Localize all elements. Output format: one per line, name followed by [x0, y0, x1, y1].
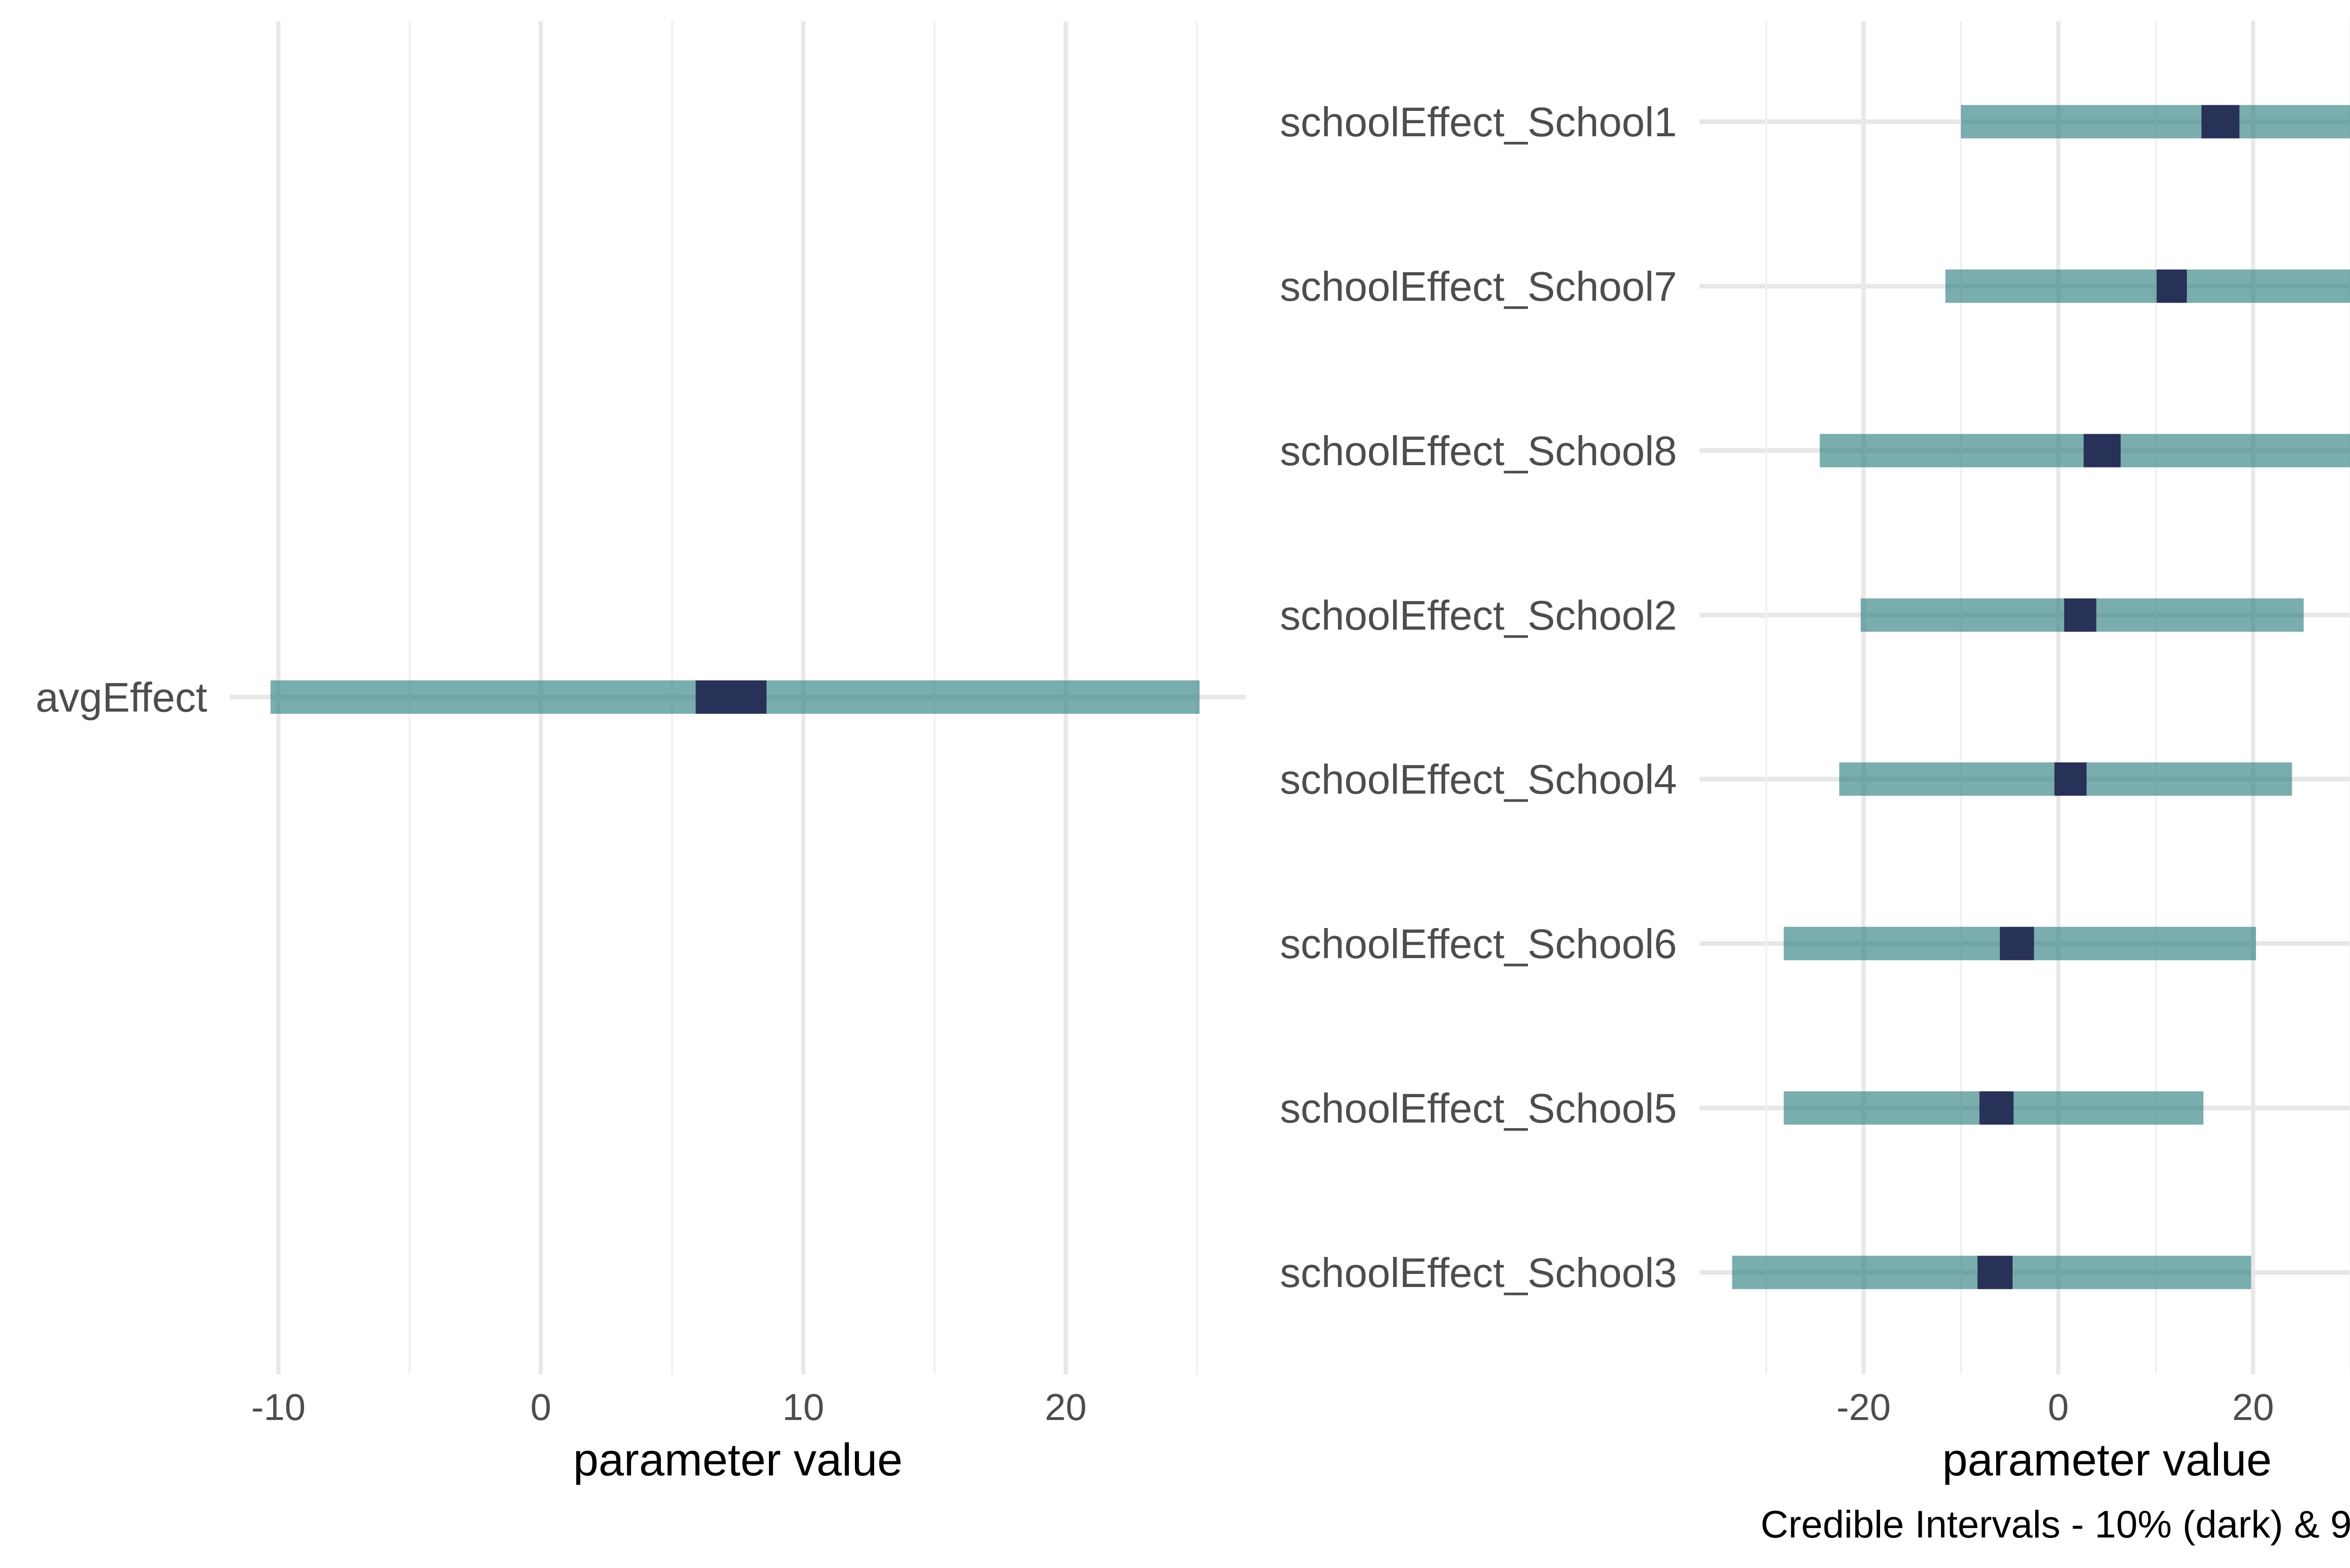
left-panel-avgEffect: avgEffect -10 0 10 20 parameter value: [36, 21, 1246, 1485]
major-gridline--20: [1861, 21, 1866, 1374]
left-panel-x-tick-labels: -10 0 10 20: [251, 1386, 1086, 1428]
minor-gridline--30: [1765, 21, 1768, 1374]
y-axis-label-schoolEffect_School6: schoolEffect_School6: [1280, 921, 1677, 967]
left-panel-interval-bars: [270, 680, 1200, 714]
right-panel-school-effects: schoolEffect_School1 schoolEffect_School7…: [1280, 21, 2350, 1485]
y-axis-label-schoolEffect_School1: schoolEffect_School1: [1280, 99, 1677, 145]
minor-gridline--10: [1959, 21, 1962, 1374]
y-axis-label-schoolEffect_School5: schoolEffect_School5: [1280, 1085, 1677, 1131]
y-axis-label-schoolEffect_School8: schoolEffect_School8: [1280, 428, 1677, 474]
minor-gridline-10: [2154, 21, 2157, 1374]
interval-inner-10pct-schoolEffect_School6: [2000, 927, 2034, 960]
major-gridline-20: [2251, 21, 2256, 1374]
x-tick-label-20: 20: [1045, 1386, 1087, 1428]
x-tick-label--10: -10: [251, 1386, 306, 1428]
interval-inner-10pct-avgEffect: [696, 680, 767, 714]
y-axis-label-avgEffect: avgEffect: [36, 674, 207, 720]
major-gridline-0: [2056, 21, 2060, 1374]
interval-outer-90pct-schoolEffect_School1: [1961, 105, 2350, 139]
left-x-axis-title: parameter value: [573, 1434, 903, 1485]
interval-inner-10pct-schoolEffect_School1: [2201, 105, 2240, 139]
x-tick-label-0: 0: [2048, 1386, 2069, 1428]
y-axis-label-schoolEffect_School3: schoolEffect_School3: [1280, 1249, 1677, 1296]
interval-outer-90pct-schoolEffect_School7: [1945, 269, 2350, 303]
right-panel-x-tick-labels: -2002040: [1836, 1386, 2274, 1428]
right-panel-gridlines: [1700, 21, 2350, 1374]
right-panel-interval-bars: [1732, 105, 2350, 1289]
interval-inner-10pct-schoolEffect_School3: [1977, 1256, 2013, 1289]
y-axis-label-schoolEffect_School7: schoolEffect_School7: [1280, 263, 1677, 310]
x-tick-label-0: 0: [530, 1386, 551, 1428]
interval-inner-10pct-schoolEffect_School7: [2156, 269, 2187, 303]
figure-caption: Credible Intervals - 10% (dark) & 90% (l…: [1761, 1503, 2350, 1546]
interval-inner-10pct-schoolEffect_School2: [2064, 598, 2097, 632]
interval-inner-10pct-schoolEffect_School8: [2084, 434, 2121, 468]
x-tick-label--20: -20: [1836, 1386, 1891, 1428]
interval-inner-10pct-schoolEffect_School5: [1979, 1091, 2014, 1125]
interval-inner-10pct-schoolEffect_School4: [2054, 762, 2087, 796]
x-tick-label-10: 10: [783, 1386, 824, 1428]
y-axis-label-schoolEffect_School4: schoolEffect_School4: [1280, 756, 1677, 803]
left-panel-y-axis-labels: avgEffect: [36, 674, 207, 720]
right-panel-y-axis-labels: schoolEffect_School1 schoolEffect_School7…: [1280, 99, 1677, 1296]
y-axis-label-schoolEffect_School2: schoolEffect_School2: [1280, 592, 1677, 639]
right-x-axis-title: parameter value: [1943, 1434, 2272, 1485]
x-tick-label-20: 20: [2232, 1386, 2274, 1428]
